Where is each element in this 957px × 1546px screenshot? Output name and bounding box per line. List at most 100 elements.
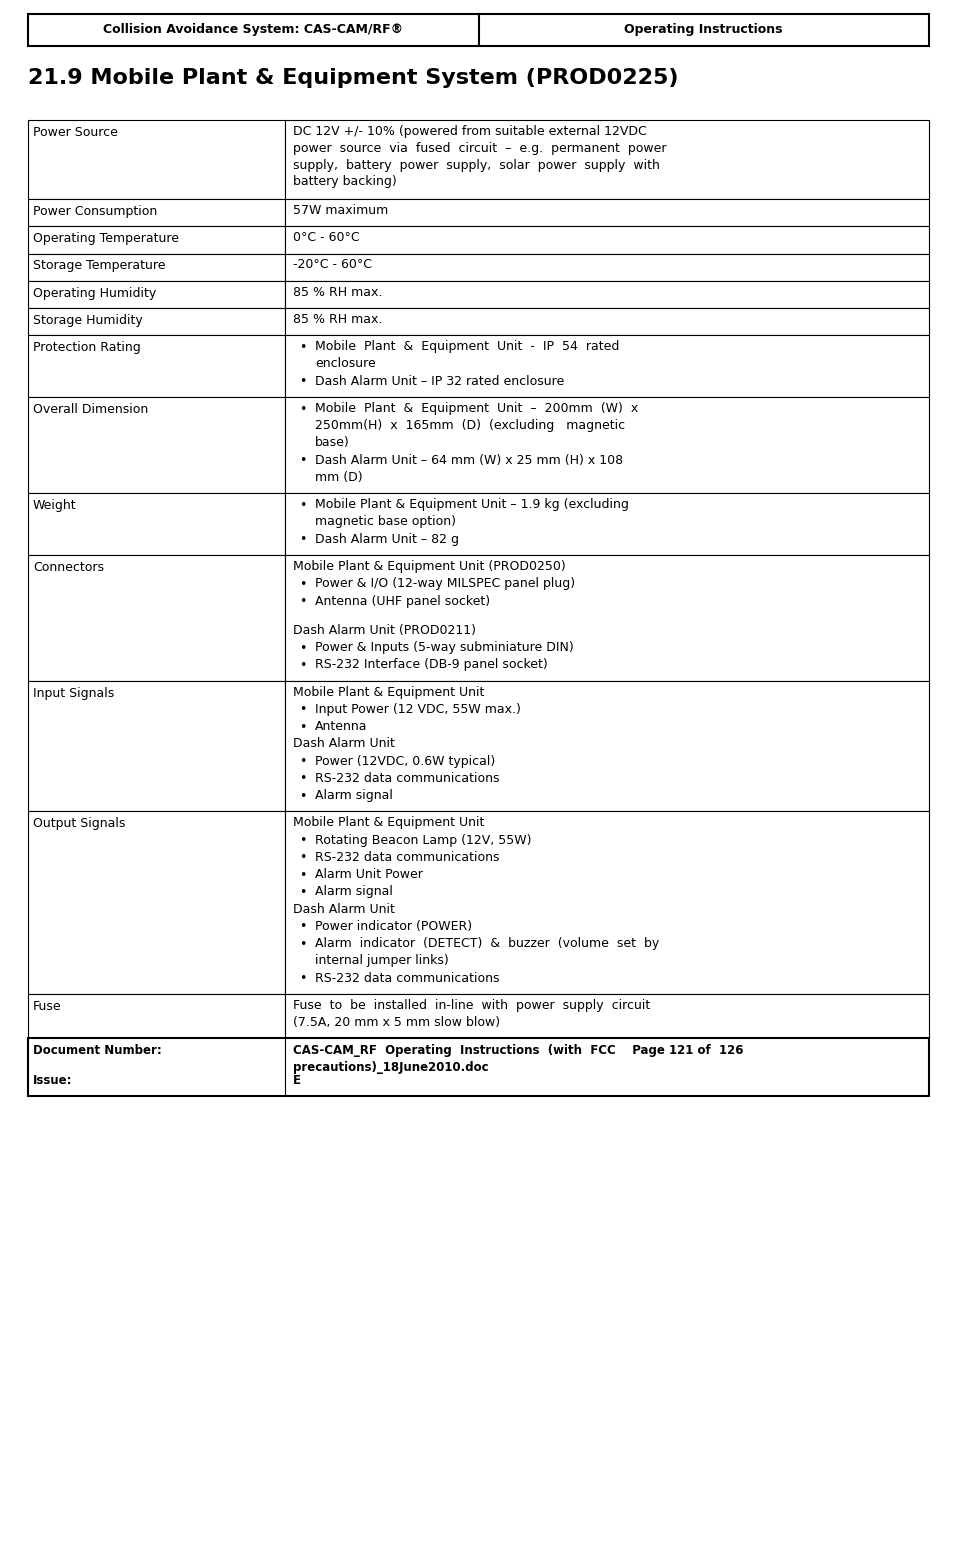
Text: Alarm signal: Alarm signal bbox=[315, 886, 392, 898]
Text: CAS-CAM_RF  Operating  Instructions  (with  FCC    Page 121 of  126
precautions): CAS-CAM_RF Operating Instructions (with … bbox=[293, 1045, 744, 1074]
Text: -20°C - 60°C: -20°C - 60°C bbox=[293, 258, 371, 272]
Bar bbox=[285, 555, 929, 680]
Text: Operating Humidity: Operating Humidity bbox=[33, 286, 156, 300]
Bar bbox=[285, 493, 929, 555]
Text: Mobile Plant & Equipment Unit: Mobile Plant & Equipment Unit bbox=[293, 816, 484, 829]
Text: RS-232 Interface (DB-9 panel socket): RS-232 Interface (DB-9 panel socket) bbox=[315, 659, 547, 671]
Text: •: • bbox=[299, 920, 306, 934]
Text: •: • bbox=[299, 703, 306, 716]
Bar bbox=[285, 121, 929, 199]
Text: RS-232 data communications: RS-232 data communications bbox=[315, 850, 500, 864]
Text: Mobile Plant & Equipment Unit: Mobile Plant & Equipment Unit bbox=[293, 685, 484, 699]
Text: Weight: Weight bbox=[33, 499, 77, 512]
Text: •: • bbox=[299, 533, 306, 546]
Text: 57W maximum: 57W maximum bbox=[293, 204, 388, 216]
Text: •: • bbox=[299, 835, 306, 847]
Bar bbox=[28, 397, 285, 493]
Text: Power & I/O (12-way MILSPEC panel plug): Power & I/O (12-way MILSPEC panel plug) bbox=[315, 577, 575, 591]
Bar bbox=[28, 555, 285, 680]
Bar bbox=[285, 680, 929, 812]
Text: Protection Rating: Protection Rating bbox=[33, 342, 141, 354]
Text: RS-232 data communications: RS-232 data communications bbox=[315, 971, 500, 985]
Bar bbox=[28, 281, 285, 308]
Text: Power (12VDC, 0.6W typical): Power (12VDC, 0.6W typical) bbox=[315, 754, 495, 767]
Text: •: • bbox=[299, 720, 306, 733]
Bar bbox=[28, 14, 929, 46]
Bar bbox=[28, 254, 285, 281]
Text: Alarm  indicator  (DETECT)  &  buzzer  (volume  set  by
internal jumper links): Alarm indicator (DETECT) & buzzer (volum… bbox=[315, 937, 659, 966]
Text: Mobile  Plant  &  Equipment  Unit  -  IP  54  rated
enclosure: Mobile Plant & Equipment Unit - IP 54 ra… bbox=[315, 340, 619, 369]
Text: Storage Temperature: Storage Temperature bbox=[33, 260, 166, 272]
Text: RS-232 data communications: RS-232 data communications bbox=[315, 771, 500, 785]
Bar bbox=[285, 308, 929, 335]
Text: Power Source: Power Source bbox=[33, 127, 118, 139]
Text: •: • bbox=[299, 886, 306, 898]
Text: •: • bbox=[299, 869, 306, 881]
Bar bbox=[285, 812, 929, 994]
Bar bbox=[28, 994, 285, 1039]
Text: Issue:: Issue: bbox=[33, 1074, 73, 1087]
Text: •: • bbox=[299, 659, 306, 673]
Text: Mobile Plant & Equipment Unit (PROD0250): Mobile Plant & Equipment Unit (PROD0250) bbox=[293, 560, 566, 574]
Text: 21.9 Mobile Plant & Equipment System (PROD0225): 21.9 Mobile Plant & Equipment System (PR… bbox=[28, 68, 679, 88]
Text: Storage Humidity: Storage Humidity bbox=[33, 314, 143, 328]
Text: •: • bbox=[299, 790, 306, 802]
Bar bbox=[285, 254, 929, 281]
Bar bbox=[285, 281, 929, 308]
Text: Input Signals: Input Signals bbox=[33, 686, 114, 700]
Text: •: • bbox=[299, 642, 306, 654]
Text: Dash Alarm Unit – IP 32 rated enclosure: Dash Alarm Unit – IP 32 rated enclosure bbox=[315, 374, 564, 388]
Text: •: • bbox=[299, 773, 306, 785]
Text: 85 % RH max.: 85 % RH max. bbox=[293, 286, 382, 298]
Text: Alarm signal: Alarm signal bbox=[315, 788, 392, 802]
Text: DC 12V +/- 10% (powered from suitable external 12VDC
power  source  via  fused  : DC 12V +/- 10% (powered from suitable ex… bbox=[293, 125, 666, 189]
Text: Mobile Plant & Equipment Unit – 1.9 kg (excluding
magnetic base option): Mobile Plant & Equipment Unit – 1.9 kg (… bbox=[315, 498, 629, 529]
Text: •: • bbox=[299, 754, 306, 768]
Bar bbox=[285, 226, 929, 254]
Bar bbox=[28, 226, 285, 254]
Text: Antenna (UHF panel socket): Antenna (UHF panel socket) bbox=[315, 595, 490, 608]
Text: •: • bbox=[299, 376, 306, 388]
Text: Power indicator (POWER): Power indicator (POWER) bbox=[315, 920, 472, 932]
Text: Rotating Beacon Lamp (12V, 55W): Rotating Beacon Lamp (12V, 55W) bbox=[315, 833, 531, 847]
Bar bbox=[28, 493, 285, 555]
Text: Power & Inputs (5-way subminiature DIN): Power & Inputs (5-way subminiature DIN) bbox=[315, 642, 573, 654]
Text: Fuse  to  be  installed  in-line  with  power  supply  circuit
(7.5A, 20 mm x 5 : Fuse to be installed in-line with power … bbox=[293, 999, 650, 1028]
Text: •: • bbox=[299, 340, 306, 354]
Text: Document Number:: Document Number: bbox=[33, 1045, 162, 1057]
Bar bbox=[285, 335, 929, 397]
Bar bbox=[285, 199, 929, 226]
Text: •: • bbox=[299, 499, 306, 512]
Bar bbox=[28, 1039, 929, 1096]
Text: 85 % RH max.: 85 % RH max. bbox=[293, 312, 382, 326]
Text: •: • bbox=[299, 972, 306, 985]
Text: Antenna: Antenna bbox=[315, 720, 367, 733]
Bar bbox=[28, 812, 285, 994]
Text: Fuse: Fuse bbox=[33, 1000, 61, 1013]
Bar bbox=[285, 397, 929, 493]
Text: Connectors: Connectors bbox=[33, 561, 104, 574]
Text: Input Power (12 VDC, 55W max.): Input Power (12 VDC, 55W max.) bbox=[315, 703, 521, 716]
Text: Operating Instructions: Operating Instructions bbox=[625, 23, 783, 37]
Text: Collision Avoidance System: CAS-CAM/RF®: Collision Avoidance System: CAS-CAM/RF® bbox=[103, 23, 403, 37]
Text: •: • bbox=[299, 852, 306, 864]
Text: •: • bbox=[299, 578, 306, 591]
Text: Dash Alarm Unit: Dash Alarm Unit bbox=[293, 737, 394, 750]
Text: Dash Alarm Unit – 64 mm (W) x 25 mm (H) x 108
mm (D): Dash Alarm Unit – 64 mm (W) x 25 mm (H) … bbox=[315, 453, 623, 484]
Bar bbox=[28, 680, 285, 812]
Text: E: E bbox=[293, 1074, 300, 1087]
Bar bbox=[28, 199, 285, 226]
Text: •: • bbox=[299, 402, 306, 416]
Bar bbox=[28, 121, 285, 199]
Text: Dash Alarm Unit: Dash Alarm Unit bbox=[293, 903, 394, 915]
Text: Dash Alarm Unit – 82 g: Dash Alarm Unit – 82 g bbox=[315, 533, 458, 546]
Text: •: • bbox=[299, 937, 306, 951]
Text: Power Consumption: Power Consumption bbox=[33, 206, 157, 218]
Bar bbox=[285, 994, 929, 1039]
Text: Alarm Unit Power: Alarm Unit Power bbox=[315, 867, 423, 881]
Bar bbox=[28, 308, 285, 335]
Bar bbox=[28, 335, 285, 397]
Text: 0°C - 60°C: 0°C - 60°C bbox=[293, 232, 360, 244]
Text: Mobile  Plant  &  Equipment  Unit  –  200mm  (W)  x
250mm(H)  x  165mm  (D)  (ex: Mobile Plant & Equipment Unit – 200mm (W… bbox=[315, 402, 638, 448]
Text: Output Signals: Output Signals bbox=[33, 818, 125, 830]
